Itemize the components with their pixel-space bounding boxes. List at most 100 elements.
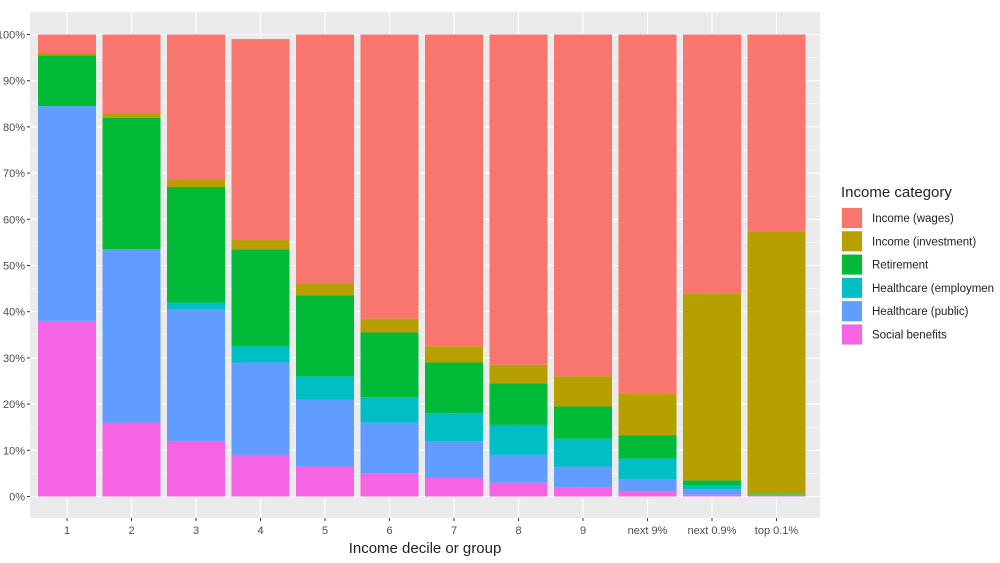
legend-label: Income (investment) <box>872 236 976 248</box>
x-tick-label: 7 <box>451 525 457 537</box>
bar-segment <box>425 346 483 363</box>
bar-segment <box>554 376 612 407</box>
legend-key <box>842 208 862 228</box>
legend: Income category Income (wages) Income (in… <box>841 184 994 346</box>
bar-segment <box>360 332 419 398</box>
bar-segment <box>489 383 548 425</box>
bar-segment <box>747 34 806 232</box>
bar-segment <box>167 34 225 181</box>
bar-segment <box>747 231 806 495</box>
bar-segment <box>296 376 354 400</box>
bar-segment <box>554 34 612 377</box>
y-tick-label: 30% <box>3 353 25 365</box>
bar-segment <box>102 113 161 118</box>
x-tick-label: 5 <box>322 525 328 537</box>
x-tick-label: 3 <box>193 525 199 537</box>
y-tick-label: 100% <box>0 30 25 42</box>
y-tick-label: 60% <box>3 214 25 226</box>
bar-segment <box>231 454 290 497</box>
x-tick-label: next 0.9% <box>688 525 737 537</box>
bar-segment <box>425 34 483 347</box>
bar-segment <box>231 39 290 241</box>
x-tick-label: 2 <box>128 525 134 537</box>
y-tick-label: 80% <box>3 122 25 134</box>
bar-segment <box>167 186 225 303</box>
bar-segment <box>618 490 677 497</box>
legend-label: Healthcare (public) <box>872 306 969 318</box>
y-tick-label: 20% <box>3 399 25 411</box>
bar-segment <box>683 494 741 497</box>
bar-segment <box>489 364 548 384</box>
bar-segment <box>102 117 161 250</box>
bar-segment <box>102 34 161 114</box>
bar-segment <box>489 454 548 483</box>
bar-segment <box>167 302 225 310</box>
bar-segment <box>360 473 419 497</box>
bar-segment <box>102 249 161 423</box>
bar-segment <box>38 52 96 56</box>
bar-segment <box>554 406 612 439</box>
legend-key <box>842 301 862 322</box>
bar-segment <box>425 478 483 497</box>
bar-segment <box>38 106 96 321</box>
bar-segment <box>618 435 677 459</box>
bar-segment <box>38 34 96 53</box>
bar-segment <box>618 34 677 394</box>
bar-segment <box>296 466 354 497</box>
bar-segment <box>102 422 161 497</box>
legend-key <box>842 254 862 275</box>
bar-segment <box>489 424 548 455</box>
bar-segment <box>231 362 290 455</box>
bar-segment <box>231 346 290 363</box>
bar-segment <box>360 397 419 423</box>
bar-segment <box>167 180 225 187</box>
x-axis: 1 2 3 4 5 6 7 8 9 next 9% next 0.9% top 0.1% <box>64 518 798 537</box>
bar-segment <box>747 495 806 497</box>
bar-segment <box>38 320 96 497</box>
legend-label: Healthcare (employmen <box>872 283 994 295</box>
legend-key <box>842 324 862 345</box>
bar-segment <box>425 362 483 414</box>
y-tick-label: 90% <box>3 76 25 88</box>
bar-segment <box>296 283 354 296</box>
x-tick-label: 1 <box>64 525 70 537</box>
bar-segment <box>360 422 419 474</box>
x-tick-label: 8 <box>515 525 521 537</box>
legend-label: Retirement <box>872 260 929 272</box>
legend-key <box>842 277 862 298</box>
bar-segment <box>618 458 677 480</box>
y-tick-label: 0% <box>9 492 25 504</box>
bar-segment <box>489 482 548 497</box>
bar-segment <box>38 55 96 107</box>
y-axis: 0% 10% 20% 30% 40% 50% 60% 70% 80% 90% 100% <box>0 30 30 504</box>
bar-segment <box>425 413 483 442</box>
bar-segment <box>425 441 483 479</box>
bar-segment <box>683 485 741 490</box>
x-tick-label: next 9% <box>628 525 668 537</box>
bar-segment <box>360 318 419 333</box>
bar-segment <box>231 249 290 347</box>
legend-items: Income (wages) Income (investment) Retirem… <box>841 207 994 346</box>
bar-segment <box>296 295 354 377</box>
bar-segment <box>167 441 225 497</box>
bar-segment <box>683 489 741 495</box>
bar-segment <box>554 438 612 467</box>
bar-segment <box>296 399 354 467</box>
legend-label: Income (wages) <box>872 213 954 225</box>
x-axis-title: Income decile or group <box>349 540 502 557</box>
y-tick-label: 40% <box>3 307 25 319</box>
legend-title: Income category <box>841 184 952 201</box>
bar-segment <box>296 34 354 284</box>
bars-layer <box>38 34 806 497</box>
bar-segment <box>683 34 741 294</box>
legend-label: Social benefits <box>872 330 947 342</box>
x-tick-label: top 0.1% <box>755 525 799 537</box>
bar-segment <box>554 487 612 497</box>
legend-key <box>842 231 862 252</box>
bar-segment <box>489 34 548 365</box>
y-tick-label: 70% <box>3 168 25 180</box>
bar-segment <box>231 240 290 250</box>
bar-segment <box>618 479 677 491</box>
x-tick-label: 9 <box>580 525 586 537</box>
